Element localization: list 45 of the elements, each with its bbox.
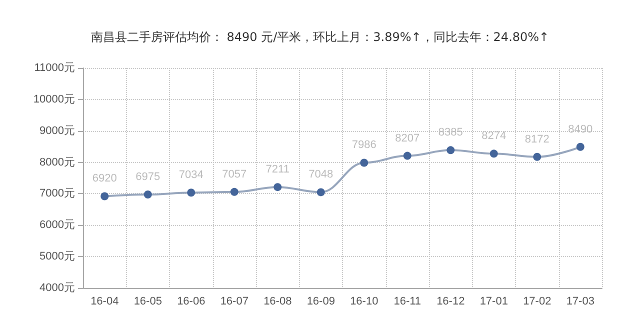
x-tick-label: 16-04 bbox=[90, 296, 119, 308]
y-tick-label: 8000元 bbox=[40, 156, 75, 168]
x-tick-label: 16-12 bbox=[436, 296, 465, 308]
point bbox=[576, 142, 584, 151]
data-label: 6975 bbox=[136, 171, 160, 183]
y-tick-label: 5000元 bbox=[40, 250, 75, 263]
y-tick-label: 11000元 bbox=[34, 62, 75, 74]
y-tick-label: 10000元 bbox=[33, 93, 75, 106]
point bbox=[187, 188, 196, 197]
data-label: 8274 bbox=[482, 130, 506, 142]
point bbox=[360, 158, 368, 167]
x-tick-label: 16-05 bbox=[134, 296, 162, 308]
point bbox=[100, 192, 109, 200]
point bbox=[533, 152, 542, 161]
data-label: 8385 bbox=[438, 126, 463, 139]
x-tick-label: 16-08 bbox=[264, 296, 292, 308]
point bbox=[403, 152, 412, 160]
y-tick-label: 6000元 bbox=[40, 219, 75, 232]
data-label: 8490 bbox=[568, 123, 593, 136]
x-tick-label: 17-01 bbox=[480, 296, 508, 308]
data-label: 7048 bbox=[308, 168, 334, 181]
x-tick-label: 16-10 bbox=[350, 296, 378, 308]
y-tick-label: 7000元 bbox=[40, 188, 75, 200]
y-tick-label: 4000元 bbox=[40, 282, 75, 294]
point bbox=[490, 150, 498, 158]
x-tick-label: 17-03 bbox=[566, 296, 594, 308]
y-tick-label: 9000元 bbox=[40, 124, 75, 137]
data-label: 7211 bbox=[266, 164, 290, 176]
data-label: 8172 bbox=[524, 133, 550, 146]
data-label: 7057 bbox=[222, 168, 247, 180]
point bbox=[230, 188, 238, 196]
x-tick-label: 16-11 bbox=[394, 296, 422, 308]
x-tick-label: 16-06 bbox=[177, 296, 206, 308]
data-label: 7986 bbox=[352, 139, 376, 152]
data-label: 8207 bbox=[395, 132, 420, 144]
point bbox=[144, 190, 152, 198]
point bbox=[316, 188, 325, 196]
x-tick-label: 17-02 bbox=[523, 296, 552, 308]
x-tick-label: 16-07 bbox=[220, 296, 248, 308]
chart-title: 南昌县二手房评估均价： 8490 元/平米，环比上月：3.89%↑，同比去年：24.80%↑ bbox=[90, 30, 550, 44]
point bbox=[446, 146, 455, 154]
data-label: 7034 bbox=[178, 169, 204, 182]
x-tick-label: 16-09 bbox=[306, 296, 335, 308]
data-label: 6920 bbox=[92, 172, 117, 185]
point bbox=[274, 183, 282, 192]
